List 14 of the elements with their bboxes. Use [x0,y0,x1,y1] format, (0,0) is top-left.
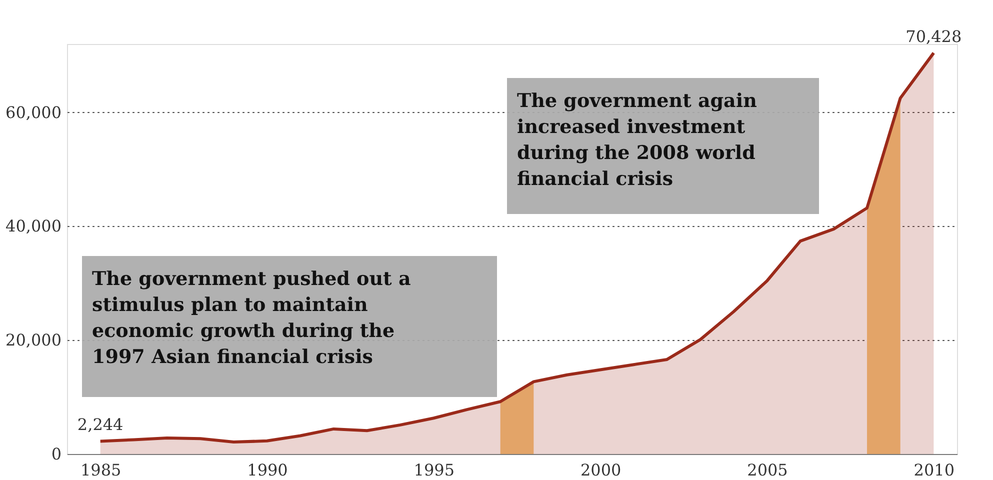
x-tick-label: 1985 [80,460,122,480]
y-tick-label: 60,000 [6,102,62,122]
annotation: The government again increased investment during the 2008 world financial crisis [517,90,758,190]
x-tick-label: 2005 [747,460,788,480]
data-label: 70,428 [906,26,962,46]
x-tick-label: 1990 [247,460,288,480]
x-tick-label: 2000 [580,460,622,480]
x-tick-label: 1995 [414,460,455,480]
annotation: The government pushed out a stimulus plan to maintain economic growth during the 1997 Asian financial crisis [92,268,411,368]
data-label: 2,244 [77,415,124,434]
y-tick-label: 20,000 [6,330,62,350]
x-tick-label: 2010 [914,460,955,480]
y-tick-label: 40,000 [6,216,62,236]
y-tick-label: 0 [51,444,62,464]
